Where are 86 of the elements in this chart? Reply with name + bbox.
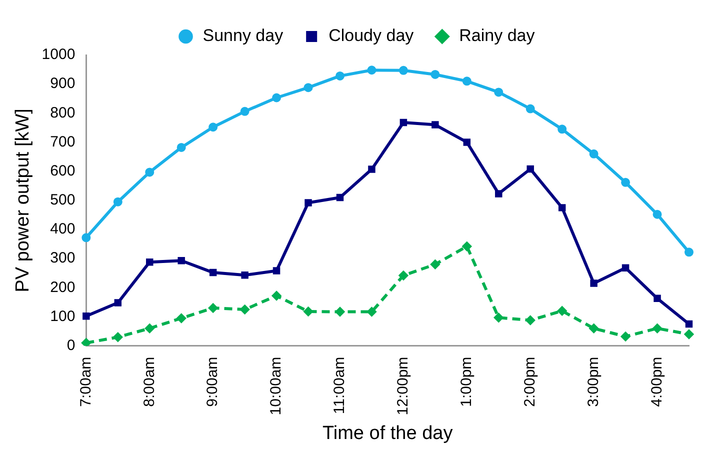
point (430, 260, 440, 269)
point (684, 330, 694, 339)
point (209, 268, 217, 276)
point (240, 106, 250, 116)
point (558, 204, 566, 212)
point (114, 299, 122, 306)
point (335, 307, 344, 316)
point (113, 332, 122, 342)
point (145, 168, 154, 177)
point (367, 307, 376, 316)
x-tick-label: 11:00am (331, 356, 348, 414)
point (335, 71, 344, 80)
y-tick-label: 600 (50, 162, 76, 180)
point (272, 93, 282, 102)
point (145, 324, 154, 333)
point (494, 88, 504, 97)
point (400, 118, 408, 126)
point (622, 264, 630, 272)
x-tick-label: 9:00am (204, 356, 222, 407)
y-tick-label: 500 (50, 192, 76, 209)
x-tick-label: 4:00pm (648, 356, 666, 407)
point (589, 324, 598, 333)
point (336, 194, 344, 202)
point (526, 316, 535, 325)
legend-label: Cloudy day (328, 26, 414, 46)
point (654, 294, 661, 302)
point (621, 332, 630, 342)
point (304, 307, 313, 316)
point (589, 149, 598, 158)
point (240, 304, 250, 314)
point (684, 248, 694, 257)
x-tick-label: 7:00am (77, 356, 94, 407)
x-tick-label: 1:00pm (458, 356, 476, 407)
legend-label: Rainy day (459, 26, 536, 46)
point (272, 291, 282, 300)
point (558, 124, 567, 134)
y-tick-label: 700 (50, 133, 76, 150)
y-axis-title: PV power output [kW] (12, 108, 34, 292)
point (462, 76, 472, 86)
point (685, 320, 693, 328)
point (558, 306, 567, 316)
point (621, 178, 630, 187)
point (526, 104, 535, 114)
point (590, 280, 598, 287)
x-axis-title: Time of the day (322, 422, 454, 444)
point (178, 256, 185, 264)
point (113, 197, 122, 206)
point (82, 338, 91, 346)
point (241, 272, 248, 279)
y-tick-label: 300 (50, 250, 76, 267)
point (398, 66, 408, 75)
point (367, 66, 376, 75)
point (208, 122, 218, 132)
x-tick-label: 8:00am (140, 356, 158, 407)
legend-label: Sunny day (202, 26, 284, 46)
point (176, 142, 186, 152)
point (146, 258, 154, 266)
point (82, 312, 90, 320)
point (398, 270, 408, 280)
point (526, 165, 534, 173)
y-tick-label: 800 (50, 104, 76, 122)
y-tick-label: 100 (50, 308, 76, 325)
y-tick-label: 900 (50, 75, 76, 92)
point (462, 242, 472, 251)
point (430, 70, 440, 79)
x-tick-label: 3:00pm (584, 356, 602, 407)
point (463, 138, 471, 146)
point (304, 199, 312, 206)
point (494, 313, 504, 322)
x-tick-label: 2:00pm (522, 356, 538, 407)
point (652, 324, 662, 333)
y-tick-label: 200 (50, 278, 76, 296)
point (208, 304, 218, 313)
x-tick-label: 10:00am (268, 356, 285, 416)
point (82, 233, 91, 242)
y-tick-label: 1000 (42, 46, 76, 64)
point (368, 166, 376, 173)
y-tick-label: 400 (50, 220, 76, 238)
point (272, 267, 280, 274)
point (432, 121, 439, 128)
point (652, 210, 662, 219)
point (176, 314, 186, 323)
point (304, 83, 313, 92)
point (495, 190, 502, 198)
y-tick-label: 0 (66, 336, 76, 354)
x-tick-label: 12:00pm (394, 356, 412, 416)
